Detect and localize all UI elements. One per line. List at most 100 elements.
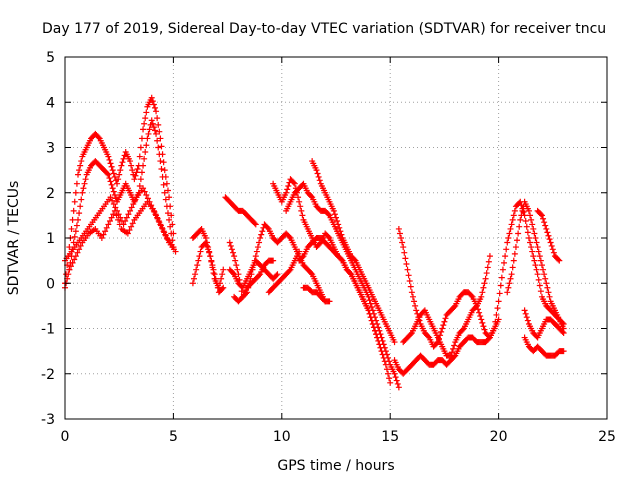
data-point [365,307,372,314]
data-point [535,248,542,255]
data-point [534,244,541,251]
data-point [478,293,485,300]
data-point [110,201,117,208]
data-point [81,180,88,187]
data-point [523,223,530,230]
data-point [251,220,258,227]
x-tick-label: 15 [381,429,399,445]
data-point [393,377,400,384]
data-point [140,185,147,192]
x-tick-label: 5 [169,429,178,445]
data-point [102,228,109,235]
data-point [73,180,80,187]
data-point [447,352,454,359]
data-point [125,211,132,218]
data-point [264,224,271,231]
data-point [383,351,390,358]
data-point [219,271,226,278]
data-point [134,165,141,172]
data-point [140,162,147,169]
data-point [146,126,153,133]
data-point [286,233,293,240]
data-point [118,162,125,169]
data-point [257,235,264,241]
data-point [195,257,202,264]
data-point [415,314,422,321]
data-point [510,212,517,219]
data-point [160,228,167,235]
data-point [297,203,304,210]
series-arc-23 [521,334,567,359]
data-point [259,228,266,235]
data-point [220,266,227,273]
data-point [194,262,201,269]
data-point [143,109,150,116]
series-arc-15 [300,284,333,305]
data-point [252,221,259,228]
data-point [161,189,168,196]
data-point [285,182,292,189]
data-point [403,261,410,268]
data-point [126,227,133,234]
x-tick-labels: 0 5 10 15 20 25 [61,429,616,445]
data-point [157,158,164,165]
data-point [107,194,114,201]
data-point [538,262,545,269]
data-point [210,266,217,273]
data-point [220,284,227,291]
data-point [166,216,173,223]
data-point [538,212,545,219]
data-point [507,275,514,282]
data-point [504,239,511,246]
data-point [149,98,156,105]
data-point [499,266,506,273]
data-point [167,223,174,230]
data-point [368,317,375,324]
data-point [333,214,339,221]
data-point [517,216,524,223]
data-point [150,101,157,108]
data-point [476,309,483,316]
data-point [508,271,515,278]
data-point [190,275,197,282]
data-point [204,242,211,249]
data-point [273,272,280,279]
data-point [440,322,447,329]
data-point [409,293,416,300]
data-point [77,203,84,210]
data-point [107,160,114,167]
data-point [114,180,121,187]
data-point [326,298,333,305]
data-point [478,316,485,323]
data-point [395,384,402,391]
data-point [212,275,219,282]
data-point [481,280,488,287]
data-point [536,253,543,260]
data-point [76,246,83,253]
data-point [77,242,84,249]
data-point [383,366,390,373]
data-point [392,374,399,381]
data-point [512,244,519,251]
data-point [338,256,345,263]
data-point [336,224,343,231]
data-point [477,313,484,320]
data-point [130,201,137,208]
data-point [544,284,551,291]
data-point [137,144,144,151]
data-point [525,235,532,241]
data-point [233,262,240,269]
data-point [106,218,113,225]
data-point [416,317,423,324]
data-point [158,165,165,172]
data-point [123,214,130,221]
data-point [505,235,512,241]
series-arc-6 [189,239,227,296]
data-point [76,210,83,217]
data-point [148,117,155,124]
data-point [98,235,105,241]
data-point [136,182,143,189]
y-tick-label: -3 [41,412,55,428]
data-point [435,335,442,342]
data-point [451,342,458,349]
